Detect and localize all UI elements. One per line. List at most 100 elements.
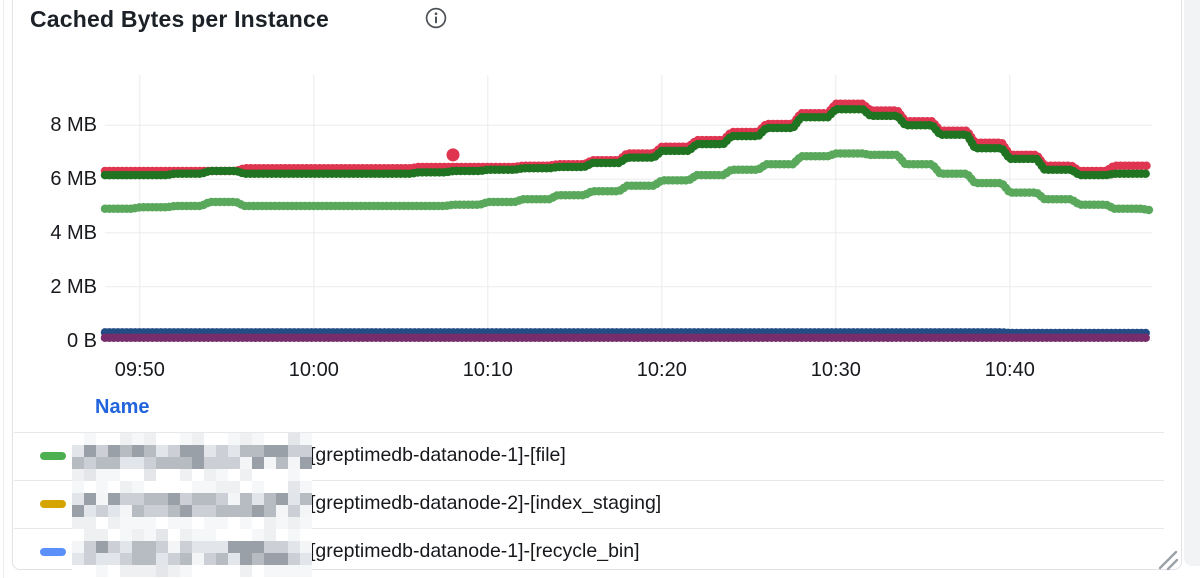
- mosaic-cell: [216, 433, 228, 445]
- mosaic-cell: [72, 553, 84, 565]
- legend-label[interactable]: [greptimedb-datanode-1]-[file]: [310, 444, 566, 466]
- mosaic-cell: [264, 481, 276, 493]
- mosaic-cell: [108, 433, 120, 445]
- x-tick-label: 10:30: [810, 359, 861, 381]
- row-separator: [14, 528, 1164, 529]
- mosaic-cell: [204, 469, 216, 481]
- mosaic-cell: [216, 445, 228, 457]
- mosaic-cell: [132, 505, 144, 517]
- info-icon[interactable]: [425, 7, 447, 29]
- mosaic-cell: [108, 565, 120, 577]
- legend-label[interactable]: [greptimedb-datanode-2]-[index_staging]: [310, 492, 662, 514]
- mosaic-cell: [108, 469, 120, 481]
- mosaic-cell: [96, 457, 108, 469]
- mosaic-cell: [252, 517, 264, 529]
- mosaic-cell: [144, 445, 156, 457]
- mosaic-cell: [252, 553, 264, 565]
- mosaic-cell: [132, 529, 144, 541]
- mosaic-cell: [288, 529, 300, 541]
- mosaic-cell: [192, 433, 204, 445]
- mosaic-cell: [204, 433, 216, 445]
- mosaic-cell: [180, 553, 192, 565]
- legend-row[interactable]: [greptimedb-datanode-2]-[index_staging]: [13, 480, 1181, 528]
- mosaic-cell: [240, 553, 252, 565]
- mosaic-cell: [204, 553, 216, 565]
- y-tick-label: 4 MB: [50, 221, 97, 244]
- mosaic-cell: [144, 517, 156, 529]
- mosaic-cell: [180, 493, 192, 505]
- series-navy-flat: [100, 328, 1154, 338]
- mosaic-cell: [168, 517, 180, 529]
- mosaic-cell: [144, 529, 156, 541]
- mosaic-cell: [240, 457, 252, 469]
- mosaic-cell: [288, 541, 300, 553]
- panel-resize-handle[interactable]: [1156, 548, 1180, 572]
- mosaic-cell: [144, 541, 156, 553]
- panel-title[interactable]: Cached Bytes per Instance: [30, 6, 330, 32]
- mosaic-cell: [216, 541, 228, 553]
- mosaic-cell: [144, 553, 156, 565]
- mosaic-cell: [300, 433, 312, 445]
- mosaic-cell: [180, 445, 192, 457]
- mosaic-cell: [108, 505, 120, 517]
- mosaic-cell: [276, 565, 288, 577]
- legend-row[interactable]: [greptimedb-datanode-1]-[file]: [13, 432, 1181, 480]
- mosaic-cell: [72, 529, 84, 541]
- x-tick-label: 10:40: [984, 359, 1035, 381]
- mosaic-cell: [204, 457, 216, 469]
- y-tick-label: 6 MB: [50, 168, 97, 191]
- mosaic-cell: [108, 553, 120, 565]
- mosaic-cell: [252, 481, 264, 493]
- mosaic-cell: [228, 445, 240, 457]
- mosaic-cell: [72, 541, 84, 553]
- mosaic-cell: [72, 565, 84, 577]
- y-tick-label: 0 B: [66, 329, 97, 352]
- mosaic-cell: [132, 481, 144, 493]
- mosaic-cell: [84, 541, 96, 553]
- mosaic-cell: [240, 505, 252, 517]
- mosaic-cell: [84, 433, 96, 445]
- mosaic-cell: [168, 505, 180, 517]
- chart-canvas[interactable]: [0, 0, 1200, 420]
- mosaic-cell: [120, 553, 132, 565]
- mosaic-cell: [168, 565, 180, 577]
- mosaic-cell: [264, 445, 276, 457]
- legend-label[interactable]: [greptimedb-datanode-1]-[recycle_bin]: [310, 540, 640, 562]
- mosaic-cell: [300, 505, 312, 517]
- mosaic-cell: [276, 457, 288, 469]
- mosaic-cell: [276, 493, 288, 505]
- mosaic-cell: [216, 469, 228, 481]
- mosaic-cell: [156, 517, 168, 529]
- legend-row[interactable]: [greptimedb-datanode-1]-[recycle_bin]: [13, 528, 1181, 569]
- mosaic-cell: [300, 529, 312, 541]
- mosaic-cell: [204, 517, 216, 529]
- mosaic-cell: [192, 493, 204, 505]
- mosaic-cell: [192, 541, 204, 553]
- mosaic-cell: [108, 481, 120, 493]
- mosaic-cell: [168, 445, 180, 457]
- mosaic-cell: [96, 433, 108, 445]
- mosaic-cell: [252, 469, 264, 481]
- mosaic-cell: [300, 457, 312, 469]
- mosaic-cell: [288, 433, 300, 445]
- legend-name-header[interactable]: Name: [95, 396, 150, 418]
- mosaic-cell: [144, 481, 156, 493]
- mosaic-cell: [288, 553, 300, 565]
- mosaic-cell: [264, 469, 276, 481]
- mosaic-cell: [120, 469, 132, 481]
- page-edge-line: [3, 0, 4, 578]
- mosaic-cell: [132, 457, 144, 469]
- mosaic-cell: [96, 493, 108, 505]
- mosaic-cell: [228, 493, 240, 505]
- mosaic-cell: [252, 565, 264, 577]
- mosaic-cell: [120, 529, 132, 541]
- mosaic-cell: [288, 517, 300, 529]
- mosaic-cell: [132, 553, 144, 565]
- mosaic-cell: [228, 481, 240, 493]
- adjacent-panel-gap: [1184, 0, 1200, 566]
- mosaic-cell: [84, 505, 96, 517]
- mosaic-cell: [264, 433, 276, 445]
- mosaic-cell: [84, 457, 96, 469]
- mosaic-cell: [180, 541, 192, 553]
- mosaic-cell: [228, 553, 240, 565]
